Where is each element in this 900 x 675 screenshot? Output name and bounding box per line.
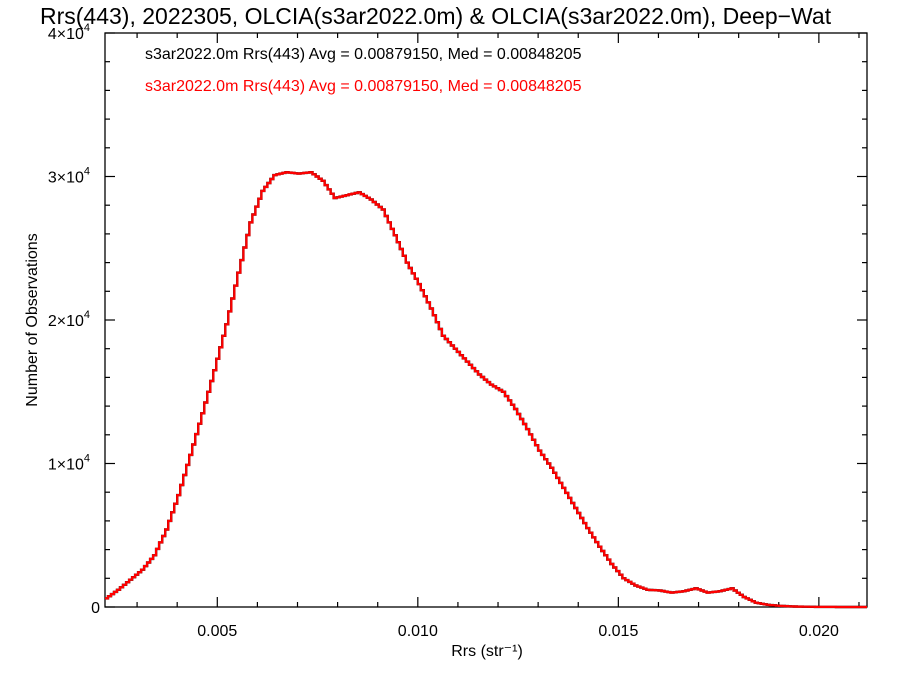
y-tick-label: 1×104 (48, 453, 90, 474)
y-tick-base: 1×10 (48, 457, 84, 474)
y-tick-base: 3×10 (48, 170, 84, 187)
y-tick-exponent: 4 (84, 309, 90, 321)
y-tick-base: 0 (91, 600, 100, 617)
y-tick-exponent: 4 (84, 22, 90, 34)
y-tick-label: 4×104 (48, 22, 90, 43)
x-tick-label: 0.010 (398, 623, 438, 640)
x-tick-label: 0.005 (197, 623, 237, 640)
chart-title: Rrs(443), 2022305, OLCIA(s3ar2022.0m) & … (40, 3, 832, 29)
y-tick-label: 0 (91, 600, 100, 617)
y-tick-exponent: 4 (84, 453, 90, 465)
plot-frame (104, 32, 868, 608)
x-axis-label: Rrs (str⁻¹) (451, 643, 523, 660)
histogram-line-red (105, 171, 867, 609)
y-tick-base: 4×10 (48, 26, 84, 43)
x-tick-label: 0.020 (799, 623, 839, 640)
legend-entry-red: s3ar2022.0m Rrs(443) Avg = 0.00879150, M… (145, 78, 582, 95)
legend-entry-black: s3ar2022.0m Rrs(443) Avg = 0.00879150, M… (145, 46, 582, 63)
y-tick-label: 3×104 (48, 166, 90, 187)
histogram-line-black (105, 171, 867, 609)
y-tick-base: 2×10 (48, 313, 84, 330)
y-tick-exponent: 4 (84, 166, 90, 178)
x-axis: 0.005 0.010 0.015 0.020 (136, 33, 860, 640)
y-tick-label: 2×104 (48, 309, 90, 330)
x-tick-label: 0.015 (598, 623, 638, 640)
y-axis-label: Number of Observations (24, 233, 41, 406)
